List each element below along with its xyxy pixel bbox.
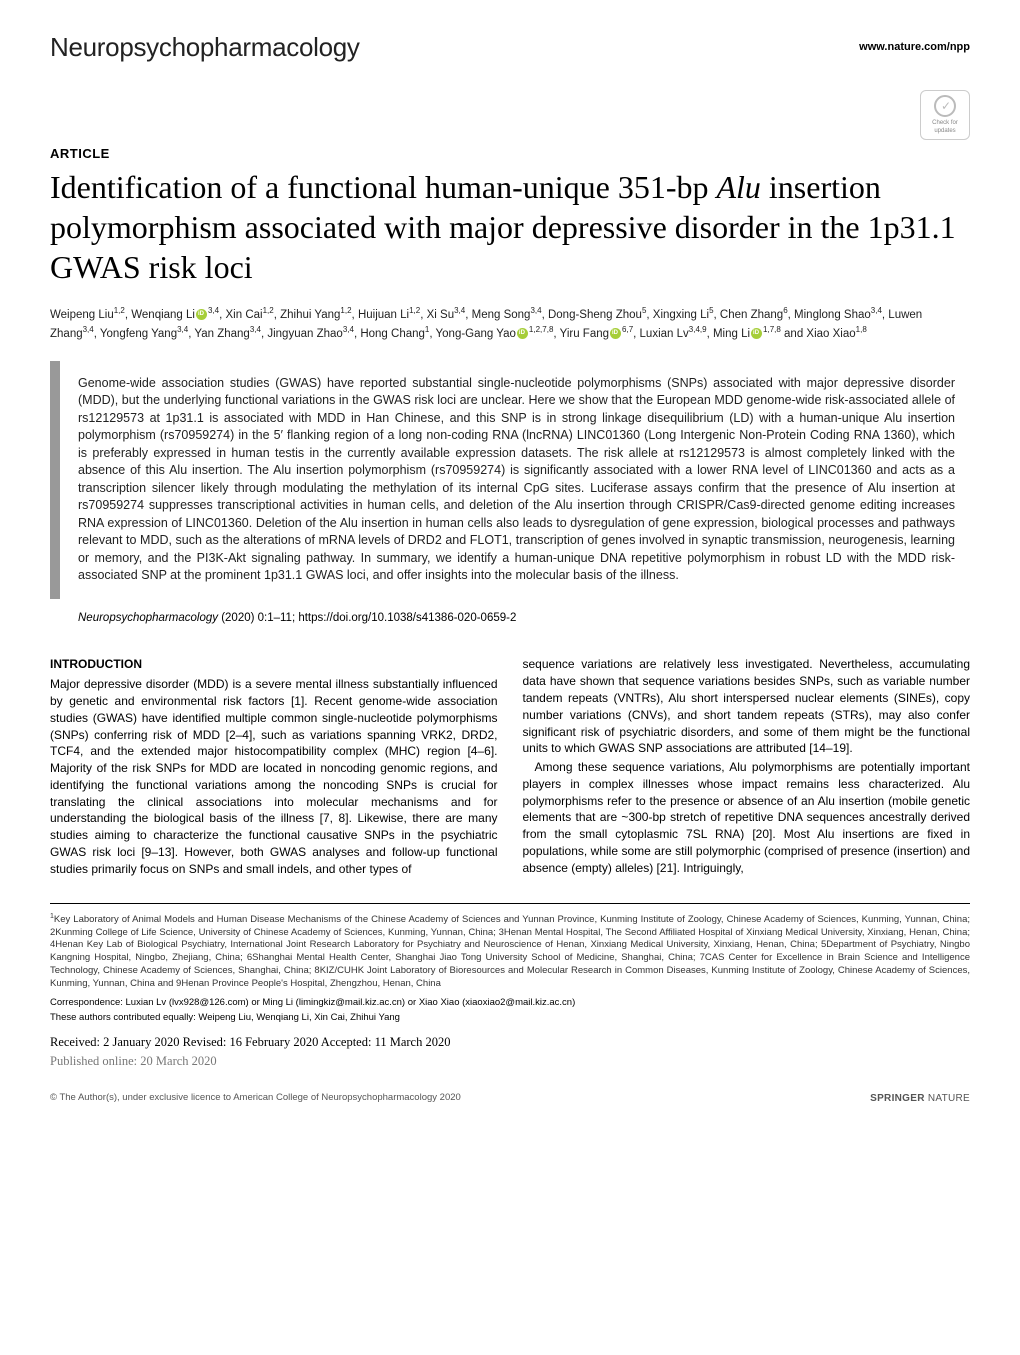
author-sup: 1,2,7,8 xyxy=(529,325,553,334)
author: Zhihui Yang xyxy=(280,308,340,320)
citation-journal: Neuropsychopharmacology xyxy=(78,612,218,624)
author-and: and xyxy=(781,328,807,340)
author-sup: 3,4 xyxy=(871,306,882,315)
author-sup: 3,4 xyxy=(250,325,261,334)
title-italic: Alu xyxy=(716,169,760,205)
column-left: INTRODUCTION Major depressive disorder (… xyxy=(50,656,498,877)
author: Wenqiang Li xyxy=(131,308,195,320)
author: Xingxing Li xyxy=(653,308,709,320)
check-updates-line1: Check for xyxy=(932,119,958,127)
correspondence: Correspondence: Luxian Lv (lvx928@126.co… xyxy=(50,997,970,1010)
aff-text: Key Laboratory of Animal Models and Huma… xyxy=(50,914,970,989)
orcid-icon[interactable] xyxy=(517,328,528,339)
header: Neuropsychopharmacology www.nature.com/n… xyxy=(50,30,970,65)
author: Xiao Xiao xyxy=(806,328,855,340)
author-sup: 5 xyxy=(709,306,713,315)
citation-rest: (2020) 0:1–11; https://doi.org/10.1038/s… xyxy=(218,612,516,624)
check-updates-badge[interactable]: Check for updates xyxy=(920,90,970,140)
author: Ming Li xyxy=(713,328,750,340)
author-sup: 6,7 xyxy=(622,325,633,334)
abstract-text: Genome-wide association studies (GWAS) h… xyxy=(78,376,955,583)
orcid-icon[interactable] xyxy=(610,328,621,339)
author-sup: 1 xyxy=(425,325,429,334)
journal-name: Neuropsychopharmacology xyxy=(50,30,360,65)
journal-url[interactable]: www.nature.com/npp xyxy=(859,40,970,55)
article-title: Identification of a functional human-uni… xyxy=(50,167,970,287)
title-part1: Identification of a functional human-uni… xyxy=(50,169,716,205)
author-sup: 3,4 xyxy=(454,306,465,315)
intro-col2-p1: sequence variations are relatively less … xyxy=(523,657,971,755)
published-online: Published online: 20 March 2020 xyxy=(50,1053,970,1070)
author: Jingyuan Zhao xyxy=(267,328,342,340)
author-sup: 5 xyxy=(642,306,646,315)
article-dates: Received: 2 January 2020 Revised: 16 Feb… xyxy=(50,1034,970,1051)
column-right: sequence variations are relatively less … xyxy=(523,656,971,877)
author: Yongfeng Yang xyxy=(100,328,177,340)
author-sup: 1,2 xyxy=(340,306,351,315)
author: Chen Zhang xyxy=(720,308,783,320)
body-columns: INTRODUCTION Major depressive disorder (… xyxy=(50,656,970,877)
author: Meng Song xyxy=(472,308,531,320)
contributed-equally: These authors contributed equally: Weipe… xyxy=(50,1012,970,1025)
author-sup: 3,4 xyxy=(343,325,354,334)
author-sup: 1,2 xyxy=(114,306,125,315)
citation: Neuropsychopharmacology (2020) 0:1–11; h… xyxy=(78,611,970,627)
intro-heading: INTRODUCTION xyxy=(50,656,498,673)
author: Hong Chang xyxy=(360,328,425,340)
author-sup: 3,4 xyxy=(530,306,541,315)
publisher-logo: SPRINGER NATURE xyxy=(870,1092,970,1106)
author: Weipeng Liu xyxy=(50,308,114,320)
author-list: Weipeng Liu1,2, Wenqiang Li3,4, Xin Cai1… xyxy=(50,305,970,343)
author-sup: 1,8 xyxy=(856,325,867,334)
author: Minglong Shao xyxy=(794,308,871,320)
author: Yong-Gang Yao xyxy=(436,328,516,340)
abstract: Genome-wide association studies (GWAS) h… xyxy=(50,361,970,599)
author: Xi Su xyxy=(427,308,455,320)
author: Xin Cai xyxy=(226,308,263,320)
orcid-icon[interactable] xyxy=(196,309,207,320)
author-sup: 1,2 xyxy=(409,306,420,315)
affiliations: 1Key Laboratory of Animal Models and Hum… xyxy=(50,912,970,991)
author: Dong-Sheng Zhou xyxy=(548,308,642,320)
springer1: SPRINGER xyxy=(870,1093,925,1104)
article-label: ARTICLE xyxy=(50,145,970,163)
author: Yan Zhang xyxy=(194,328,249,340)
author-sup: 1,2 xyxy=(263,306,274,315)
intro-col2-p2: Among these sequence variations, Alu pol… xyxy=(523,760,971,875)
author-sup: 3,4,9 xyxy=(689,325,707,334)
check-updates-line2: updates xyxy=(934,127,955,135)
author: Luxian Lv xyxy=(640,328,689,340)
author-sup: 1,7,8 xyxy=(763,325,781,334)
footer: © The Author(s), under exclusive licence… xyxy=(50,1092,970,1106)
author-sup: 3,4 xyxy=(208,306,219,315)
author-sup: 3,4 xyxy=(83,325,94,334)
copyright: © The Author(s), under exclusive licence… xyxy=(50,1092,461,1105)
divider xyxy=(50,903,970,904)
intro-col1: Major depressive disorder (MDD) is a sev… xyxy=(50,677,498,876)
check-updates-icon xyxy=(934,95,956,117)
author-sup: 3,4 xyxy=(177,325,188,334)
author: Yiru Fang xyxy=(560,328,609,340)
orcid-icon[interactable] xyxy=(751,328,762,339)
author: Huijuan Li xyxy=(358,308,409,320)
author-sup: 6 xyxy=(783,306,787,315)
springer2: NATURE xyxy=(925,1093,970,1104)
